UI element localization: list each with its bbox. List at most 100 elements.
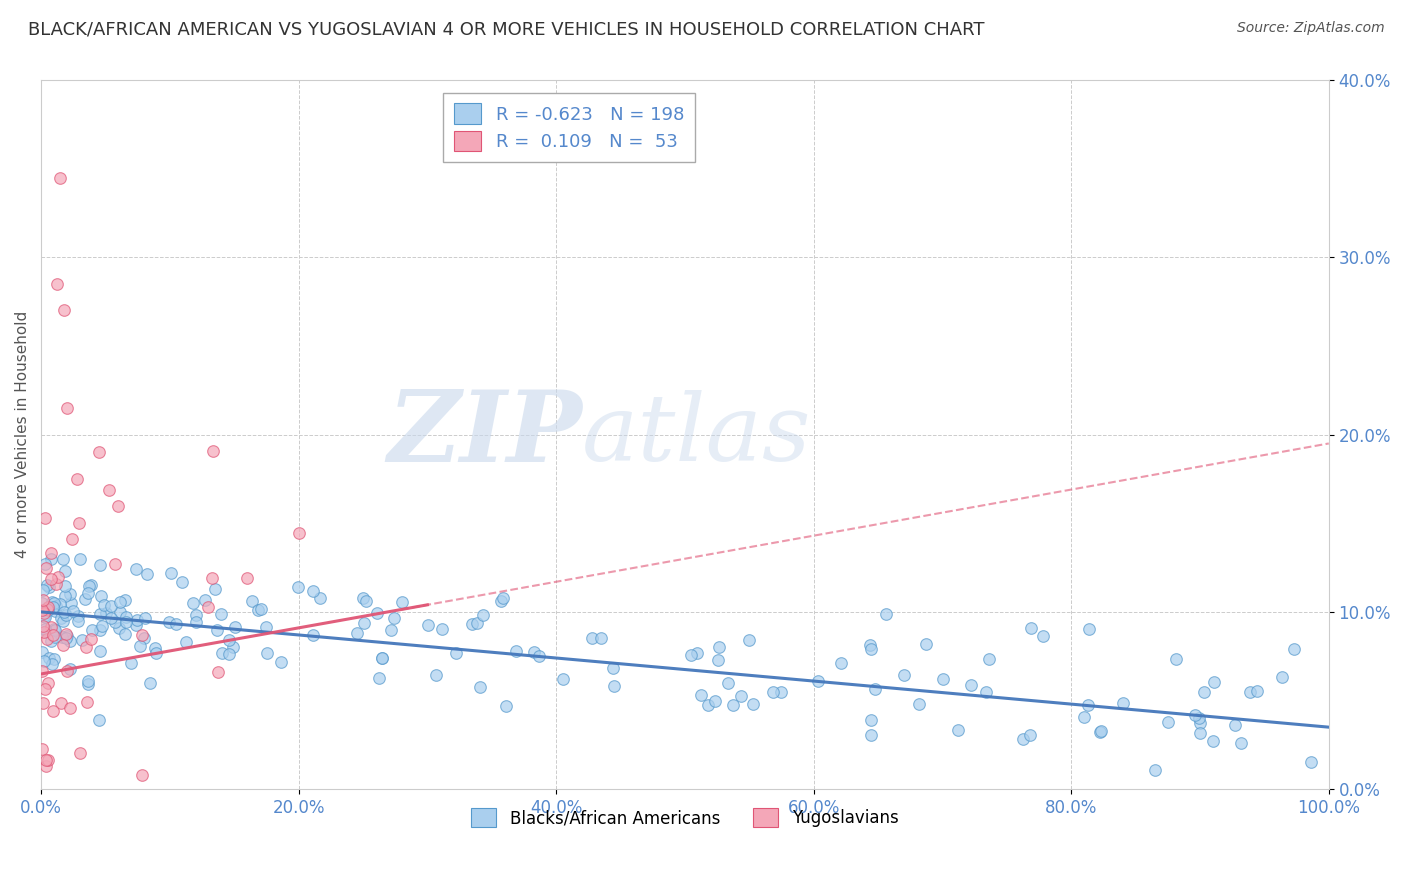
Point [110, 605, 132, 619]
Point [44, 623, 66, 637]
Point [37, 603, 59, 617]
Point [77, 676, 100, 690]
Point [742, 697, 765, 711]
Point [100, 599, 122, 613]
Point [37, 676, 59, 690]
Text: Source: ZipAtlas.com: Source: ZipAtlas.com [1237, 21, 1385, 35]
Point [37, 753, 59, 767]
Point [908, 698, 931, 712]
Point [1143, 763, 1166, 777]
Point [37, 600, 59, 615]
Point [89, 607, 111, 621]
Point [55, 664, 77, 678]
Point [382, 611, 405, 625]
Point [45, 277, 67, 291]
Point [492, 591, 515, 606]
Point [52, 614, 75, 628]
Point [32, 583, 55, 598]
Point [32, 696, 55, 710]
Point [108, 621, 131, 635]
Point [301, 628, 323, 642]
Point [56, 401, 79, 415]
Point [174, 634, 197, 648]
Point [523, 645, 546, 659]
Point [41, 595, 63, 609]
Point [90, 589, 112, 603]
Point [1271, 670, 1294, 684]
Point [591, 631, 613, 645]
Point [1157, 714, 1180, 729]
Point [34, 622, 56, 636]
Point [35, 758, 58, 772]
Point [39, 545, 62, 559]
Point [1012, 731, 1035, 746]
Point [1202, 734, 1225, 748]
Point [107, 499, 129, 513]
Point [270, 655, 292, 669]
Point [581, 631, 603, 645]
Point [75, 640, 97, 654]
Point [915, 637, 938, 651]
Point [551, 672, 574, 686]
Point [309, 591, 332, 605]
Point [96, 606, 118, 620]
Point [42, 622, 65, 636]
Point [470, 680, 492, 694]
Point [34, 682, 56, 697]
Point [353, 615, 375, 630]
Point [1204, 675, 1226, 690]
Point [495, 699, 517, 714]
Point [60, 532, 83, 546]
Point [218, 632, 240, 647]
Point [380, 623, 402, 637]
Point [34, 511, 56, 525]
Point [129, 640, 152, 654]
Point [1019, 621, 1042, 635]
Point [114, 593, 136, 607]
Point [1184, 708, 1206, 723]
Point [136, 566, 159, 581]
Point [38, 651, 60, 665]
Point [139, 676, 162, 690]
Point [159, 566, 181, 580]
Point [132, 632, 155, 646]
Point [1223, 718, 1246, 732]
Point [31, 602, 53, 616]
Point [127, 613, 149, 627]
Point [859, 642, 882, 657]
Point [55, 632, 77, 646]
Point [709, 640, 731, 655]
Point [465, 615, 488, 630]
Point [205, 623, 228, 637]
Point [31, 664, 53, 678]
Point [430, 622, 453, 636]
Point [32, 654, 55, 668]
Point [104, 557, 127, 571]
Point [79, 632, 101, 646]
Point [1032, 629, 1054, 643]
Point [143, 640, 166, 655]
Point [157, 615, 180, 629]
Point [1090, 725, 1112, 739]
Point [491, 594, 513, 608]
Point [35, 561, 58, 575]
Point [42, 600, 65, 615]
Point [52, 551, 75, 566]
Point [1239, 685, 1261, 699]
Point [366, 606, 388, 620]
Point [371, 651, 394, 665]
Point [1230, 735, 1253, 749]
Point [1194, 685, 1216, 699]
Point [211, 646, 233, 660]
Point [1090, 723, 1112, 738]
Point [1189, 726, 1212, 740]
Point [202, 444, 225, 458]
Point [602, 661, 624, 675]
Point [946, 723, 969, 737]
Point [1019, 728, 1042, 742]
Point [91, 618, 114, 632]
Point [49, 170, 72, 185]
Point [1282, 641, 1305, 656]
Point [287, 526, 309, 541]
Point [696, 698, 718, 712]
